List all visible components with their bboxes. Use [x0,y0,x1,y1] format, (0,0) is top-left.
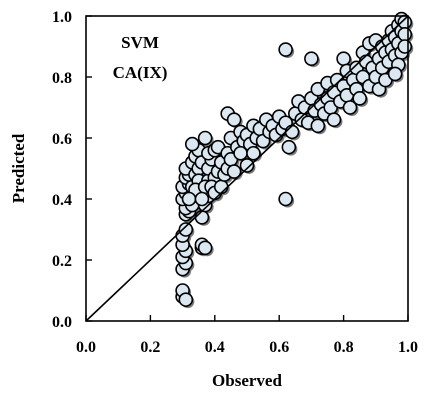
y-tick-label: 0.8 [52,70,72,87]
y-tick-label: 0.0 [52,314,72,331]
x-tick-label: 0.6 [269,339,289,356]
data-point [310,118,326,134]
x-tick-labels: 0.0 0.2 0.4 0.6 0.8 1.0 [76,339,418,356]
data-point [184,136,200,152]
data-point [336,51,351,67]
data-point [278,42,293,57]
y-axis-title: Predicted [9,133,28,203]
axis-ticks [85,15,409,322]
data-point [342,100,358,115]
data-point [326,112,342,127]
data-points [175,11,413,307]
data-point [352,91,368,106]
data-point [178,292,194,307]
x-axis-title: Observed [212,371,282,390]
target-annotation: CA(IX) [113,63,168,82]
x-tick-label: 1.0 [398,339,418,356]
x-tick-label: 0.0 [76,339,96,356]
data-point [181,191,197,207]
data-point [281,139,297,155]
data-point [304,51,319,67]
y-tick-label: 0.4 [52,192,72,209]
data-point [278,191,293,207]
data-point [226,164,242,179]
data-point [226,112,242,127]
plot-area-frame [85,15,409,322]
data-point [213,179,229,195]
data-point [197,130,213,146]
data-point [397,14,413,30]
data-point [178,222,194,237]
model-annotation: SVM [121,33,159,52]
data-point [397,26,413,42]
data-point [197,240,213,256]
y-tick-label: 0.2 [52,253,72,270]
data-point [284,124,300,140]
y-tick-label: 1.0 [52,9,72,26]
data-point [397,39,413,54]
x-tick-label: 0.4 [205,339,225,356]
y-tick-labels: 0.0 0.2 0.4 0.6 0.8 1.0 [52,9,72,331]
identity-line [85,15,409,322]
data-point [246,145,261,161]
y-tick-label: 0.6 [52,131,72,148]
x-tick-label: 0.8 [334,339,354,356]
data-point [239,158,255,173]
x-tick-label: 0.2 [140,339,160,356]
data-point [194,191,210,207]
data-point [194,210,210,225]
data-point [387,66,403,82]
